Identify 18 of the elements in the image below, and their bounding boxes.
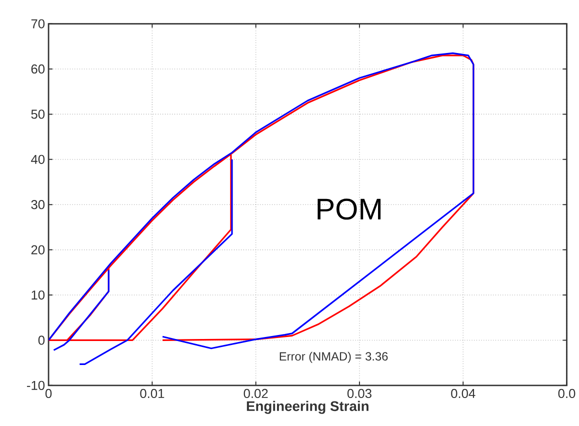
y-tick-label: 50	[31, 110, 45, 119]
y-tick-label: 20	[31, 245, 45, 254]
y-tick-label: 30	[31, 200, 45, 210]
x-tick-label: 0	[45, 388, 52, 398]
y-tick-label: 60	[31, 64, 45, 74]
x-tick-label: 0.03	[347, 388, 372, 398]
x-tick-label: 0.04	[451, 388, 476, 398]
annotation: Error (NMAD) = 3.36	[280, 352, 388, 363]
y-tick-label: -10	[27, 380, 45, 390]
y-tick-label: 70	[31, 19, 45, 28]
y-tick-label: 0	[38, 336, 45, 345]
x-tick-label: 0.02	[244, 388, 268, 398]
annotation: POM	[318, 198, 381, 220]
y-tick-label: 40	[31, 154, 45, 164]
y-tick-label: 10	[32, 290, 45, 300]
x-axis-title: Engineering Strain	[246, 400, 368, 414]
x-tick-label: 0.0	[558, 388, 576, 398]
x-tick-label: 0.01	[140, 388, 164, 398]
